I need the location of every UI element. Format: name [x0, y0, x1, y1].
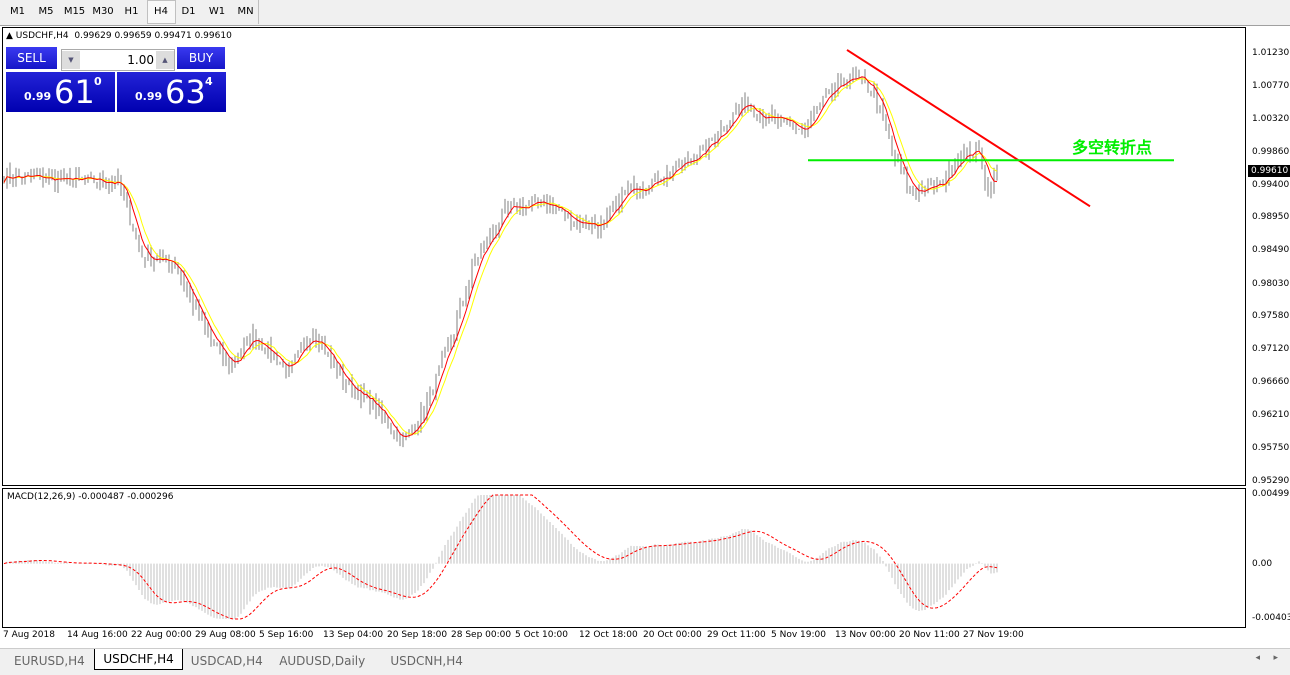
ohlc-values: 0.99629 0.99659 0.99471 0.99610: [74, 31, 232, 41]
lot-size-stepper[interactable]: ▼ 1.00 ▲: [61, 49, 175, 71]
macd-plot: [3, 494, 998, 620]
pivot-annotation: 多空转折点: [1072, 138, 1153, 157]
scroll-left-icon[interactable]: ◂: [1255, 653, 1260, 663]
price-chart[interactable]: [2, 27, 1246, 486]
time-tick: 29 Oct 11:00: [707, 630, 766, 640]
timeframe-m1[interactable]: M1: [10, 6, 25, 17]
buy-button[interactable]: BUY: [177, 47, 225, 69]
timeframe-h1[interactable]: H1: [124, 6, 139, 17]
price-tick: 0.96210: [1252, 409, 1290, 420]
time-tick: 20 Oct 00:00: [643, 630, 702, 640]
tab-usdcad-h4[interactable]: USDCAD,H4: [190, 654, 263, 668]
price-tick: 1.01230: [1252, 48, 1290, 58]
sell-price-prefix: 0.99: [24, 90, 52, 103]
time-tick: 5 Sep 16:00: [259, 630, 314, 640]
time-tick: 13 Sep 04:00: [323, 630, 384, 640]
time-tick: 14 Aug 16:00: [67, 630, 128, 640]
price-tick: 0.99400: [1252, 179, 1290, 190]
price-tick: 0.98030: [1252, 278, 1290, 289]
timeframe-m30[interactable]: M30: [92, 6, 114, 17]
sell-button[interactable]: SELL: [6, 47, 57, 69]
time-tick: 27 Nov 19:00: [963, 630, 1024, 640]
price-tick: 0.95290: [1252, 475, 1290, 486]
time-tick: 28 Sep 00:00: [451, 630, 512, 640]
fast-ma-line: [3, 76, 998, 438]
chart-header: ▲ USDCHF,H4 0.99629 0.99659 0.99471 0.99…: [6, 31, 232, 41]
decrease-lot-icon[interactable]: ▼: [62, 51, 80, 69]
time-tick: 20 Nov 11:00: [899, 630, 960, 640]
price-tick: 1.00320: [1252, 113, 1290, 124]
time-tick: 7 Aug 2018: [3, 630, 55, 640]
chart-tabs: ◂ ▸ EURUSD,H4 USDCHF,H4 USDCAD,H4 AUDUSD,Da…: [0, 648, 1290, 675]
macd-tick: 0.004993: [1252, 489, 1290, 499]
buy-price-main: 63: [165, 73, 206, 111]
price-tick: 0.97120: [1252, 344, 1290, 355]
sell-price-main: 61: [54, 73, 95, 111]
price-tick: 0.98950: [1252, 212, 1290, 223]
timeframe-m15[interactable]: M15: [63, 6, 86, 17]
increase-lot-icon[interactable]: ▲: [156, 51, 174, 69]
lot-size-value[interactable]: 1.00: [127, 53, 154, 67]
timeframe-m5[interactable]: M5: [38, 6, 54, 17]
macd-tick: 0.00: [1252, 559, 1273, 569]
time-tick: 22 Aug 00:00: [131, 630, 192, 640]
scroll-right-icon[interactable]: ▸: [1273, 653, 1278, 663]
sell-price[interactable]: 0.99 61 0: [6, 72, 115, 112]
macd-label: MACD(12,26,9) -0.000487 -0.000296: [7, 492, 174, 502]
time-tick: 5 Nov 19:00: [771, 630, 826, 640]
symbol-label: USDCHF,H4: [15, 31, 69, 41]
price-tick: 0.95750: [1252, 442, 1290, 453]
timeframe-h4[interactable]: H4: [146, 0, 176, 24]
tab-usdchf-h4[interactable]: USDCHF,H4: [94, 649, 183, 670]
current-price-label: 0.99610: [1248, 165, 1290, 177]
buy-price[interactable]: 0.99 63 4: [117, 72, 226, 112]
tab-eurusd-h4[interactable]: EURUSD,H4: [14, 654, 85, 668]
time-tick: 5 Oct 10:00: [515, 630, 568, 640]
tab-usdcnh-h4[interactable]: USDCNH,H4: [390, 654, 463, 668]
timeframe-d1[interactable]: D1: [181, 6, 196, 17]
buy-price-prefix: 0.99: [135, 90, 163, 103]
buy-price-pip: 4: [205, 75, 213, 88]
toolbar-divider: [258, 0, 259, 24]
time-tick: 29 Aug 08:00: [195, 630, 256, 640]
one-click-trading-panel: SELL ▼ 1.00 ▲ BUY 0.99 61 0 0.99 63 4: [5, 47, 226, 112]
price-plot: [3, 49, 1174, 448]
price-tick: 1.00770: [1252, 81, 1290, 92]
time-tick: 13 Nov 00:00: [835, 630, 896, 640]
price-tick: 0.96660: [1252, 377, 1290, 388]
price-tick: 0.97580: [1252, 310, 1290, 321]
timeframe-mn[interactable]: MN: [237, 6, 254, 17]
trendline[interactable]: [846, 49, 1091, 208]
timeframe-w1[interactable]: W1: [208, 6, 226, 17]
slow-ma-line: [3, 78, 998, 435]
macd-panel[interactable]: MACD(12,26,9) -0.000487 -0.000296: [2, 488, 1246, 628]
timeframe-toolbar: M1 M5 M15 M30 H1 H4 D1 W1 MN: [0, 0, 1290, 26]
time-tick: 12 Oct 18:00: [579, 630, 638, 640]
time-tick: 20 Sep 18:00: [387, 630, 448, 640]
macd-tick: -0.004032: [1252, 613, 1290, 623]
macd-signal-line: [3, 494, 998, 620]
tab-audusd-daily[interactable]: AUDUSD,Daily: [279, 654, 366, 668]
price-tick: 0.99860: [1252, 146, 1290, 157]
sell-price-pip: 0: [94, 75, 102, 88]
price-tick: 0.98490: [1252, 245, 1290, 256]
